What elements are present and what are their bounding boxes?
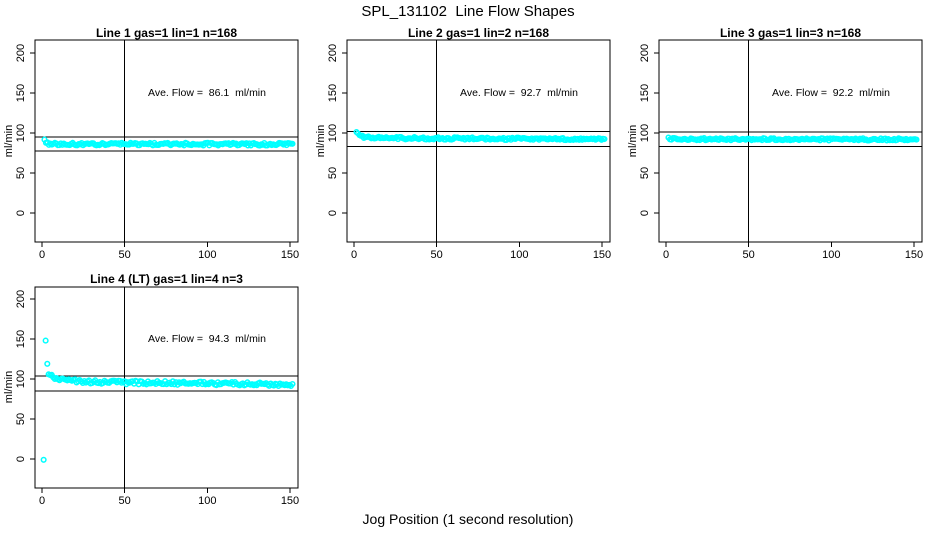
x-tick-label: 0 (39, 249, 45, 261)
y-tick-label: 100 (15, 370, 27, 388)
y-tick-label: 50 (15, 413, 27, 425)
y-tick-label: 0 (327, 210, 339, 216)
y-tick-label: 200 (15, 290, 27, 308)
reference-lines (35, 40, 298, 242)
panel-1: 0 50 100 150 0 50 100 150 200 (15, 39, 299, 261)
axis-ticks: 0 50 100 150 0 50 100 150 200 (327, 44, 611, 261)
y-tick-label: 50 (639, 167, 651, 179)
panel-4-title: Line 4 (LT) gas=1 lin=4 n=3 (90, 272, 243, 286)
data-points (353, 129, 608, 144)
axis-ticks: 0 50 100 150 0 50 100 150 200 (15, 44, 299, 261)
y-tick-label: 50 (15, 167, 27, 179)
y-tick-label: 150 (639, 84, 651, 102)
reference-lines (35, 287, 298, 488)
panel-2: 0 50 100 150 0 50 100 150 200 (327, 39, 611, 261)
y-tick-label: 200 (327, 44, 339, 62)
panel-2-title: Line 2 gas=1 lin=2 n=168 (407, 26, 550, 40)
y-tick-label: 0 (15, 456, 27, 462)
x-axis-label: Jog Position (1 second resolution) (362, 511, 574, 527)
y-tick-label: 100 (15, 124, 27, 142)
y-tick-label: 100 (327, 124, 339, 142)
x-tick-label: 100 (198, 495, 216, 507)
data-points (40, 337, 296, 463)
x-tick-label: 100 (822, 249, 840, 261)
y-tick-label: 50 (327, 167, 339, 179)
y-tick-label: 100 (639, 124, 651, 142)
main-title: SPL_131102 Line Flow Shapes (361, 3, 575, 20)
panel-3-title: Line 3 gas=1 lin=3 n=168 (719, 26, 862, 40)
y-tick-label: 0 (15, 210, 27, 216)
x-tick-label: 0 (663, 249, 669, 261)
panel-3-ave-flow-annotation: Ave. Flow = 92.2 ml/min (772, 87, 890, 99)
y-tick-label: 200 (15, 44, 27, 62)
x-tick-label: 0 (39, 495, 45, 507)
panel-1-title: Line 1 gas=1 lin=1 n=168 (95, 26, 238, 40)
panel-2-ave-flow-annotation: Ave. Flow = 92.7 ml/min (460, 87, 578, 99)
data-points (665, 134, 920, 144)
panel-3: 0 50 100 150 0 50 100 150 200 (639, 39, 923, 261)
axis-ticks: 0 50 100 150 0 50 100 150 200 (639, 44, 923, 261)
x-tick-label: 150 (281, 249, 299, 261)
x-tick-label: 50 (119, 495, 131, 507)
x-tick-label: 100 (198, 249, 216, 261)
x-tick-label: 150 (905, 249, 923, 261)
y-tick-label: 150 (327, 84, 339, 102)
axis-ticks: 0 50 100 150 0 50 100 150 200 (15, 290, 299, 507)
x-tick-label: 150 (281, 495, 299, 507)
panel-box (34, 39, 299, 243)
y-tick-label: 150 (15, 84, 27, 102)
panel-1-ave-flow-annotation: Ave. Flow = 86.1 ml/min (148, 87, 266, 99)
x-tick-label: 50 (431, 249, 443, 261)
y-tick-label: 200 (639, 44, 651, 62)
panel-box (658, 39, 923, 243)
data-points (41, 136, 296, 149)
x-tick-label: 150 (593, 249, 611, 261)
x-tick-label: 0 (351, 249, 357, 261)
y-tick-label: 150 (15, 330, 27, 348)
panel-4: 0 50 100 150 0 50 100 150 200 (15, 286, 299, 507)
panel-box (346, 39, 611, 243)
x-tick-label: 100 (510, 249, 528, 261)
panel-4-ave-flow-annotation: Ave. Flow = 94.3 ml/min (148, 333, 266, 345)
y-tick-label: 0 (639, 210, 651, 216)
panel-box (34, 286, 299, 489)
x-tick-label: 50 (119, 249, 131, 261)
x-tick-label: 50 (743, 249, 755, 261)
